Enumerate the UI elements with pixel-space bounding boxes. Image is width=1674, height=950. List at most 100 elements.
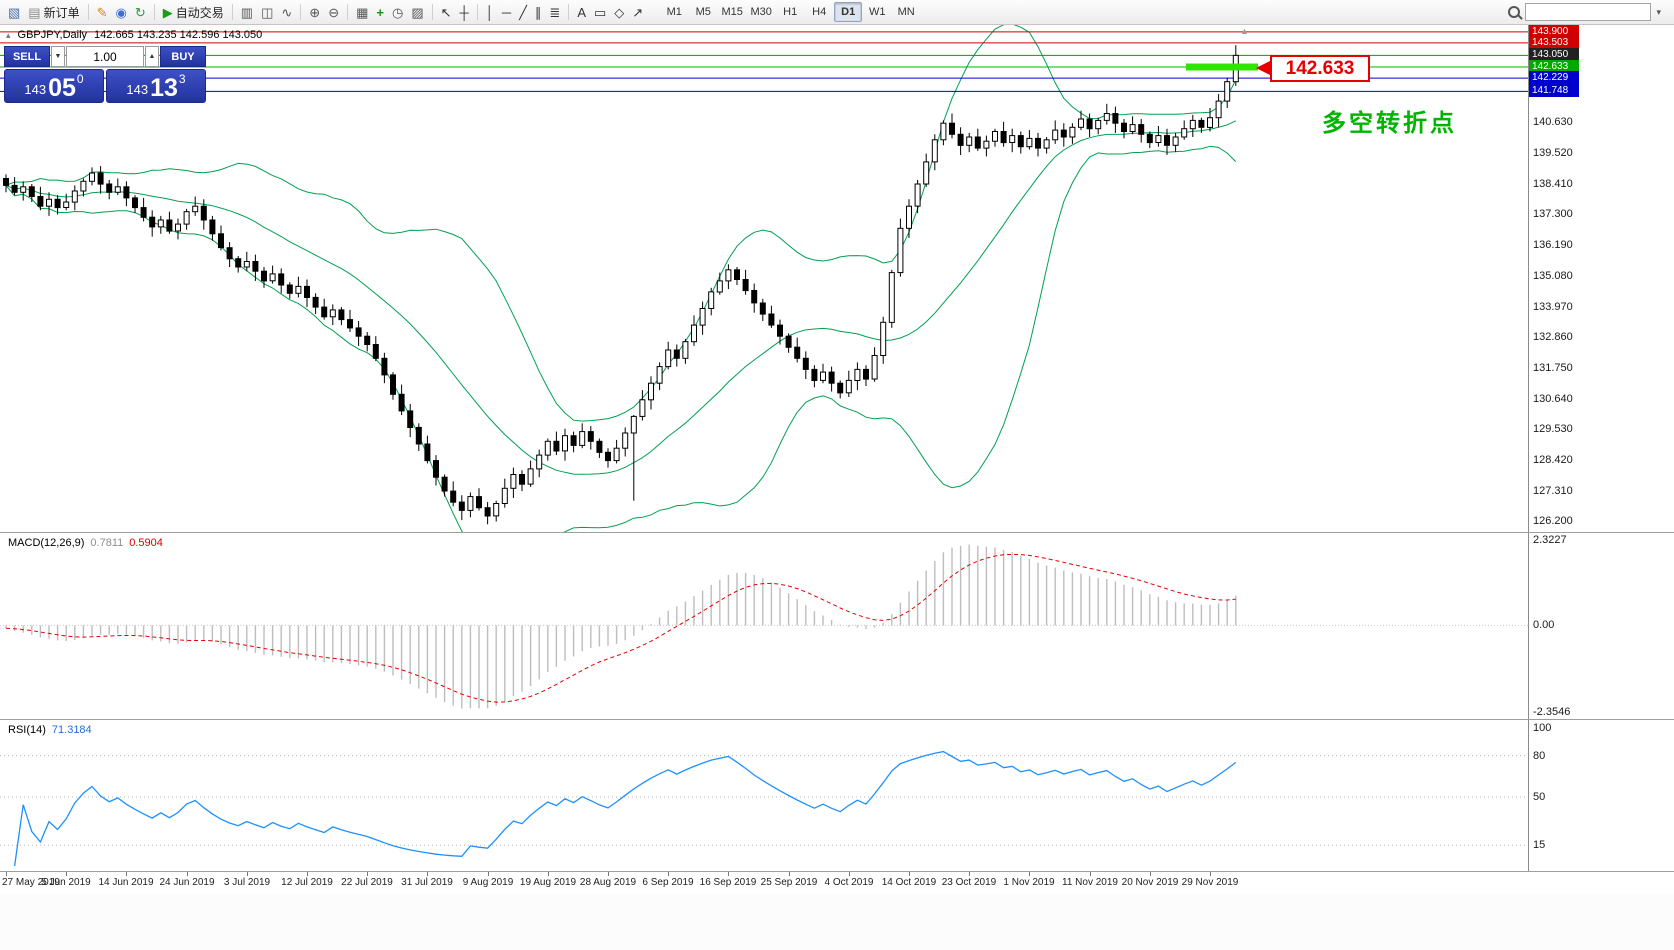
timeframe-m15[interactable]: M15	[721, 6, 743, 18]
horizontal-line-icon[interactable]: ─	[499, 2, 514, 22]
cursor-icon-glyph: ↖	[440, 4, 452, 20]
date-tick	[6, 872, 7, 876]
crosshair-icon[interactable]: ┼	[457, 2, 472, 22]
pane-separator[interactable]	[0, 871, 1674, 872]
one-click-trading-panel: SELL ▼ ▲ BUY 143 05 0 143 13 3	[4, 46, 206, 103]
vertical-line-icon[interactable]: │	[483, 2, 497, 22]
text-icon[interactable]: A	[574, 2, 589, 22]
bar-chart-icon[interactable]: ▥	[238, 2, 256, 22]
fibonacci-icon[interactable]: ≣	[546, 2, 563, 22]
date-label: 20 Nov 2019	[1121, 877, 1179, 888]
sell-price-display[interactable]: 143 05 0	[4, 69, 104, 103]
trendline-icon[interactable]: ╱	[516, 2, 530, 22]
volume-up-button[interactable]: ▲	[145, 46, 159, 67]
price-chart-canvas[interactable]	[0, 25, 1528, 532]
date-label: 16 Sep 2019	[699, 877, 757, 888]
date-tick	[1210, 872, 1211, 876]
timeframe-toolbar: M1 M5 M15 M30 H1 H4 D1 W1 MN	[660, 2, 920, 22]
rsi-canvas[interactable]	[0, 720, 1528, 871]
timeframe-m5[interactable]: M5	[695, 6, 711, 18]
macd-signal-value: 0.5904	[129, 537, 163, 549]
buy-price-whole: 143	[126, 82, 149, 98]
volume-down-button[interactable]: ▼	[51, 46, 65, 67]
toolbar-separator	[476, 4, 478, 20]
date-label: 1 Nov 2019	[1003, 877, 1055, 888]
community-icon[interactable]: ◉	[113, 2, 130, 22]
channel-icon[interactable]: ∥	[532, 2, 545, 22]
buy-price-display[interactable]: 143 13 3	[106, 69, 206, 103]
search-icon	[1508, 6, 1521, 18]
zoom-in-icon[interactable]: ⊕	[306, 2, 323, 22]
label-icon[interactable]: ▭	[591, 2, 609, 22]
line-chart-icon[interactable]: ∿	[278, 2, 295, 22]
cursor-icon[interactable]: ↖	[438, 2, 455, 22]
date-scale[interactable]: 27 May 2019 5 Jun 2019 14 Jun 2019 24 Jun 2…	[0, 872, 1674, 894]
search-group: ▾	[1508, 3, 1669, 21]
periods-icon[interactable]: ◷	[389, 2, 406, 22]
crosshair-icon-glyph: ┼	[459, 4, 469, 20]
candlestick-chart-icon[interactable]: ◫	[258, 2, 276, 22]
search-input[interactable]	[1525, 3, 1652, 21]
price-tag: 143.503	[1529, 36, 1579, 49]
autotrading-button-label: 自动交易	[175, 5, 224, 20]
date-tick	[187, 872, 188, 876]
pane-separator[interactable]	[0, 532, 1674, 533]
price-axis-label: 126.200	[1533, 515, 1573, 527]
rsi-axis-label: 15	[1533, 839, 1546, 851]
macd-canvas[interactable]	[0, 533, 1528, 719]
toolbar-buttons: ▧ ▤ 新订单 ✎ ◉ ↻ ▶ 自动交易 ▥ ◫ ∿ ⊕ ⊖ ▦ + ◷ ▨ ↖ ┼ │ ─ ╱ ∥ ≣ A ▭ ◇ ↗	[5, 2, 646, 22]
tile-windows-icon[interactable]: ▦	[353, 2, 371, 22]
date-label: 14 Jun 2019	[98, 877, 154, 888]
refresh-icon[interactable]: ↻	[132, 2, 149, 22]
date-label: 9 Aug 2019	[462, 877, 514, 888]
price-tag: 143.900	[1529, 25, 1579, 38]
price-scale[interactable]: 140.630 139.520 138.410 137.300 136.190 135.0…	[1528, 25, 1674, 872]
date-tick	[307, 872, 308, 876]
date-tick	[1029, 872, 1030, 876]
price-callout-label[interactable]: 142.633	[1270, 55, 1370, 82]
price-axis-label: 130.640	[1533, 393, 1573, 405]
rsi-axis-label: 50	[1533, 791, 1546, 803]
metaeditor-icon[interactable]: ✎	[94, 2, 111, 22]
timeframe-h4[interactable]: H4	[812, 6, 827, 18]
trade-panel-controls: SELL ▼ ▲ BUY	[4, 46, 206, 67]
macd-axis-label: -2.3546	[1533, 706, 1571, 718]
price-axis-label: 135.080	[1533, 270, 1573, 282]
templates-icon[interactable]: ▨	[408, 2, 426, 22]
toolbar-separator	[153, 4, 155, 20]
timeframe-w1[interactable]: W1	[868, 6, 886, 18]
chart-shift-marker-icon: ▲	[1240, 26, 1249, 36]
price-tag: 141.748	[1529, 84, 1579, 97]
date-tick	[969, 872, 970, 876]
new-chart-icon[interactable]: ▧	[5, 2, 23, 22]
shapes-icon[interactable]: ◇	[611, 2, 627, 22]
autotrading-button[interactable]: ▶ 自动交易	[160, 2, 227, 22]
rsi-name: RSI(14)	[8, 724, 46, 736]
timeframe-d1[interactable]: D1	[834, 2, 863, 22]
tile-windows-icon-glyph: ▦	[356, 4, 369, 20]
timeframe-mn[interactable]: MN	[897, 6, 915, 18]
macd-main-value: 0.7811	[90, 537, 124, 549]
new-order-button[interactable]: ▤ 新订单	[25, 2, 82, 22]
date-label: 19 Aug 2019	[519, 877, 577, 888]
new-order-button-glyph: ▤	[28, 4, 41, 20]
price-tag: 142.229	[1529, 71, 1579, 84]
trade-panel-toggle-icon[interactable]: ▴	[6, 29, 11, 40]
periods-icon-glyph: ◷	[391, 4, 404, 20]
timeframe-h1[interactable]: H1	[783, 6, 798, 18]
date-label: 29 Nov 2019	[1181, 877, 1239, 888]
search-dropdown-icon[interactable]: ▾	[1656, 6, 1661, 17]
sell-button[interactable]: SELL	[4, 46, 50, 67]
date-label: 6 Sep 2019	[642, 877, 694, 888]
timeframe-m1[interactable]: M1	[666, 6, 682, 18]
indicators-icon[interactable]: +	[373, 2, 387, 22]
templates-icon-glyph: ▨	[411, 4, 424, 20]
date-label: 27 May 2019	[2, 877, 60, 888]
timeframe-m30[interactable]: M30	[750, 6, 772, 18]
zoom-out-icon[interactable]: ⊖	[325, 2, 342, 22]
arrow-icon[interactable]: ↗	[629, 2, 646, 22]
buy-button[interactable]: BUY	[160, 46, 206, 67]
volume-input[interactable]	[66, 46, 144, 67]
pane-separator[interactable]	[0, 719, 1674, 720]
date-label: 28 Aug 2019	[579, 877, 637, 888]
